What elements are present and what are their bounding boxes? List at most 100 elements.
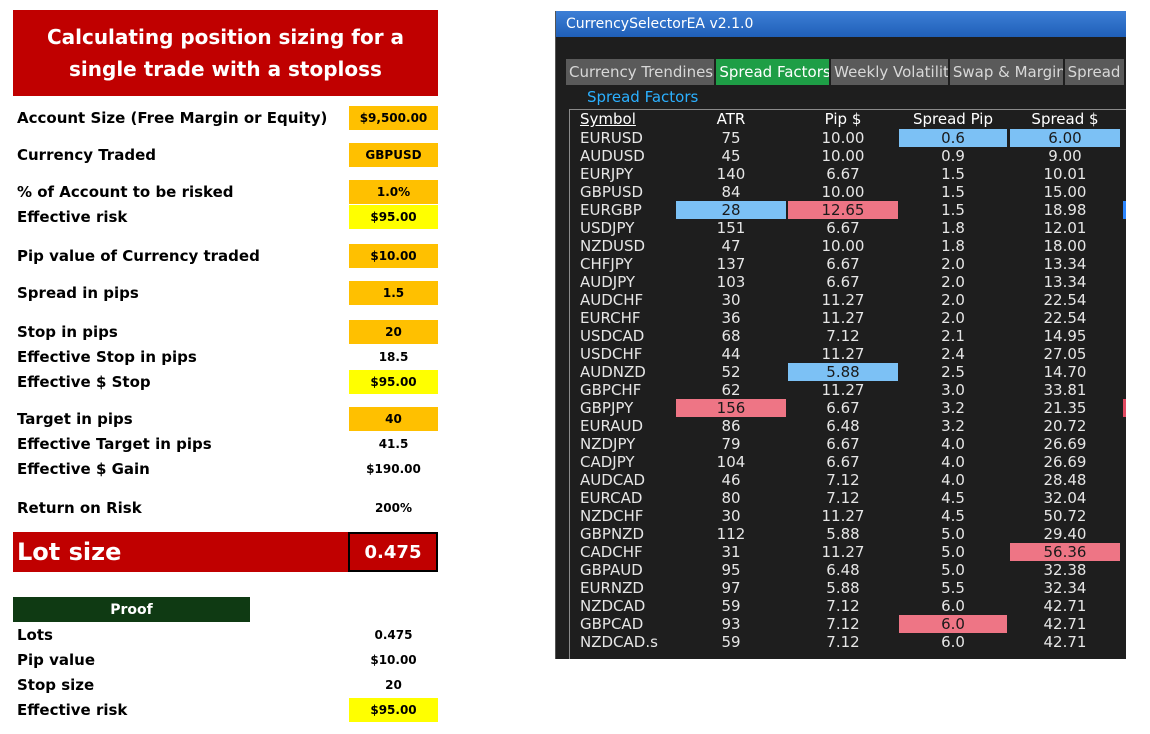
table-row[interactable]: GBPAUD 95 6.48 5.0 32.38 bbox=[556, 561, 1126, 579]
cell-pip: 10.00 bbox=[821, 147, 865, 165]
cell-spread-usd: 13.34 bbox=[1043, 255, 1087, 273]
proof-row-label: Effective risk bbox=[17, 701, 128, 719]
table-row[interactable]: GBPJPY 156 6.67 3.2 21.35 bbox=[556, 399, 1126, 417]
cell-atr: 52 bbox=[721, 363, 741, 381]
table-row[interactable]: CHFJPY 137 6.67 2.0 13.34 bbox=[556, 255, 1126, 273]
cell-spread-pip: 4.5 bbox=[941, 489, 965, 507]
table-row[interactable]: EURCAD 80 7.12 4.5 32.04 bbox=[556, 489, 1126, 507]
table-row[interactable]: NZDJPY 79 6.67 4.0 26.69 bbox=[556, 435, 1126, 453]
sheet-row-value[interactable]: $10.00 bbox=[349, 244, 438, 268]
cell-spread-usd: 13.34 bbox=[1043, 273, 1087, 291]
cell-atr: 36 bbox=[721, 309, 741, 327]
table-row[interactable]: EURJPY 140 6.67 1.5 10.01 bbox=[556, 165, 1126, 183]
tab-spread[interactable]: Spread bbox=[1064, 59, 1124, 85]
cell-symbol: CADCHF bbox=[580, 543, 643, 561]
sheet-row-label: Target in pips bbox=[17, 410, 133, 428]
cell-atr: 28 bbox=[676, 201, 786, 219]
table-row[interactable]: EURGBP 28 12.65 1.5 18.98 bbox=[556, 201, 1126, 219]
table-row[interactable]: NZDCAD 59 7.12 6.0 42.71 bbox=[556, 597, 1126, 615]
sheet-row-value[interactable]: GBPUSD bbox=[349, 143, 438, 167]
table-row[interactable]: AUDNZD 52 5.88 2.5 14.70 bbox=[556, 363, 1126, 381]
table-row[interactable]: AUDCAD 46 7.12 4.0 28.48 bbox=[556, 471, 1126, 489]
proof-row-value: $95.00 bbox=[349, 698, 438, 722]
table-row[interactable]: GBPCHF 62 11.27 3.0 33.81 bbox=[556, 381, 1126, 399]
cell-symbol: GBPJPY bbox=[580, 399, 634, 417]
tab-currency-trendiness[interactable]: Currency Trendiness bbox=[566, 59, 715, 85]
cell-pip: 6.67 bbox=[826, 453, 860, 471]
pip-usd-header[interactable]: Pip $ bbox=[824, 110, 862, 128]
cell-spread-usd: 33.81 bbox=[1043, 381, 1087, 399]
cell-spread-pip: 6.0 bbox=[941, 597, 965, 615]
cell-atr: 59 bbox=[721, 597, 741, 615]
cell-spread-usd: 28.48 bbox=[1043, 471, 1087, 489]
sheet-row-value: 18.5 bbox=[378, 350, 409, 364]
table-row[interactable]: CADJPY 104 6.67 4.0 26.69 bbox=[556, 453, 1126, 471]
cell-symbol: USDCHF bbox=[580, 345, 643, 363]
table-row[interactable]: GBPNZD 112 5.88 5.0 29.40 bbox=[556, 525, 1126, 543]
cell-spread-usd: 18.98 bbox=[1043, 201, 1087, 219]
cell-spread-pip: 2.1 bbox=[941, 327, 965, 345]
spread-usd-header[interactable]: Spread $ bbox=[1031, 110, 1099, 128]
table-row[interactable]: GBPCAD 93 7.12 6.0 42.71 bbox=[556, 615, 1126, 633]
cell-atr: 80 bbox=[721, 489, 741, 507]
sheet-row-value[interactable]: $9,500.00 bbox=[349, 106, 438, 130]
cell-pip: 10.00 bbox=[821, 183, 865, 201]
cell-pip: 10.00 bbox=[821, 129, 865, 147]
spread-factors-group bbox=[569, 109, 1126, 659]
table-row[interactable]: NZDUSD 47 10.00 1.8 18.00 bbox=[556, 237, 1126, 255]
sheet-row-value[interactable]: 1.0% bbox=[349, 180, 438, 204]
sheet-row-value[interactable]: 40 bbox=[349, 407, 438, 431]
table-row[interactable]: CADCHF 31 11.27 5.0 56.36 bbox=[556, 543, 1126, 561]
symbol-header[interactable]: Symbol bbox=[580, 110, 636, 128]
cell-symbol: GBPCHF bbox=[580, 381, 642, 399]
cell-spread-pip: 1.5 bbox=[941, 165, 965, 183]
cell-spread-usd: 42.71 bbox=[1043, 597, 1087, 615]
sheet-row-label: Stop in pips bbox=[17, 323, 118, 341]
tab-weekly-volatility[interactable]: Weekly Volatility bbox=[831, 59, 948, 85]
table-row[interactable]: AUDJPY 103 6.67 2.0 13.34 bbox=[556, 273, 1126, 291]
cell-pip: 10.00 bbox=[821, 237, 865, 255]
table-row[interactable]: GBPUSD 84 10.00 1.5 15.00 bbox=[556, 183, 1126, 201]
lot-size-value[interactable]: 0.475 bbox=[348, 532, 438, 572]
cell-symbol: NZDUSD bbox=[580, 237, 646, 255]
cell-pip: 6.67 bbox=[826, 219, 860, 237]
table-row[interactable]: EURNZD 97 5.88 5.5 32.34 bbox=[556, 579, 1126, 597]
cell-symbol: NZDJPY bbox=[580, 435, 636, 453]
table-row[interactable]: NZDCAD.s 59 7.12 6.0 42.71 bbox=[556, 633, 1126, 651]
cell-spread-usd: 29.40 bbox=[1043, 525, 1087, 543]
cell-spread-pip: 5.0 bbox=[941, 525, 965, 543]
cell-spread-pip: 1.5 bbox=[941, 183, 965, 201]
proof-row-label: Pip value bbox=[17, 651, 95, 669]
spread-pip-header[interactable]: Spread Pip bbox=[913, 110, 993, 128]
tab-spread-factors[interactable]: Spread Factors bbox=[716, 59, 830, 85]
cell-spread-usd: 42.71 bbox=[1043, 615, 1087, 633]
cell-spread-usd: 21.35 bbox=[1043, 399, 1087, 417]
cell-pip: 11.27 bbox=[821, 381, 865, 399]
cell-spread-pip: 2.0 bbox=[941, 273, 965, 291]
sheet-row-value[interactable]: 20 bbox=[349, 320, 438, 344]
tab-swap-margin[interactable]: Swap & Margin bbox=[949, 59, 1063, 85]
sheet-row-value[interactable]: 1.5 bbox=[349, 281, 438, 305]
cell-atr: 137 bbox=[716, 255, 746, 273]
sheet-title: Calculating position sizing for a single… bbox=[13, 10, 438, 96]
table-row[interactable]: USDJPY 151 6.67 1.8 12.01 bbox=[556, 219, 1126, 237]
table-row[interactable]: USDCHF 44 11.27 2.4 27.05 bbox=[556, 345, 1126, 363]
table-row[interactable]: EURUSD 75 10.00 0.6 6.00 bbox=[556, 129, 1126, 147]
table-row[interactable]: AUDUSD 45 10.00 0.9 9.00 bbox=[556, 147, 1126, 165]
table-row[interactable]: EURAUD 86 6.48 3.2 20.72 bbox=[556, 417, 1126, 435]
cell-pip: 7.12 bbox=[826, 327, 860, 345]
cell-spread-usd: 14.70 bbox=[1043, 363, 1087, 381]
window-title[interactable]: CurrencySelectorEA v2.1.0 bbox=[556, 11, 1126, 37]
sheet-row-label: Currency Traded bbox=[17, 146, 156, 164]
cell-symbol: AUDUSD bbox=[580, 147, 645, 165]
cell-atr: 44 bbox=[721, 345, 741, 363]
cell-atr: 62 bbox=[721, 381, 741, 399]
table-row[interactable]: USDCAD 68 7.12 2.1 14.95 bbox=[556, 327, 1126, 345]
sheet-row-label: Pip value of Currency traded bbox=[17, 247, 260, 265]
cell-spread-usd: 32.34 bbox=[1043, 579, 1087, 597]
atr-header[interactable]: ATR bbox=[716, 110, 746, 128]
table-row[interactable]: EURCHF 36 11.27 2.0 22.54 bbox=[556, 309, 1126, 327]
table-row[interactable]: NZDCHF 30 11.27 4.5 50.72 bbox=[556, 507, 1126, 525]
table-row[interactable]: AUDCHF 30 11.27 2.0 22.54 bbox=[556, 291, 1126, 309]
cell-spread-usd: 42.71 bbox=[1043, 633, 1087, 651]
